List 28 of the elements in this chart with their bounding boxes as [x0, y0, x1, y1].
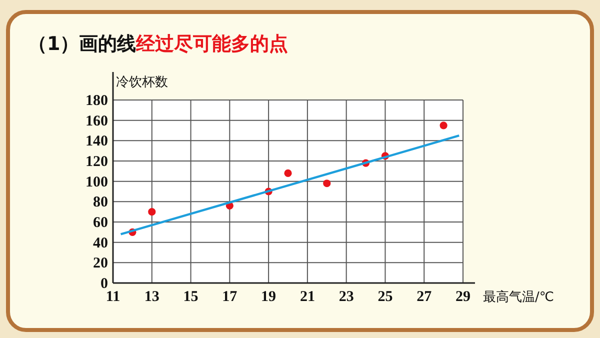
y-tick-label: 20 — [93, 256, 108, 272]
point — [284, 169, 292, 177]
y-tick-label: 40 — [93, 235, 108, 252]
x-axis-title: 最高气温/℃ — [483, 289, 554, 305]
chart-subtitle: 经过尽可能多的点 — [135, 33, 288, 55]
x-tick-label: 21 — [300, 289, 315, 305]
x-tick-label: 19 — [261, 289, 276, 305]
chart-title: （1）画的线 — [28, 33, 136, 55]
x-tick-label: 27 — [416, 289, 432, 305]
point — [323, 180, 331, 188]
x-tick-label: 15 — [183, 289, 198, 305]
y-tick-label: 120 — [86, 154, 108, 170]
y-tick-label: 0 — [100, 276, 108, 292]
y-tick-label: 100 — [86, 174, 108, 190]
y-axis-title: 冷饮杯数 — [116, 75, 168, 90]
y-tick-label: 160 — [86, 113, 108, 130]
point — [440, 122, 448, 130]
x-tick-label: 23 — [338, 289, 354, 305]
point — [148, 208, 156, 216]
y-tick-label: 140 — [86, 134, 108, 150]
x-tick-label: 13 — [144, 289, 160, 305]
x-tick-label: 11 — [106, 289, 120, 305]
x-tick-label: 25 — [378, 289, 393, 305]
y-tick-label: 180 — [86, 93, 108, 109]
y-tick-label: 80 — [93, 194, 108, 211]
y-tick-label: 60 — [93, 215, 108, 231]
x-tick-label: 29 — [456, 289, 470, 305]
x-tick-label: 17 — [222, 289, 238, 305]
